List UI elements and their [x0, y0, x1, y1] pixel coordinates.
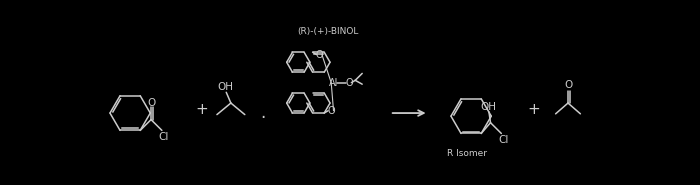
Text: O: O	[345, 78, 353, 88]
Text: Cl: Cl	[158, 132, 169, 142]
Text: +: +	[528, 102, 540, 117]
Text: O: O	[148, 98, 156, 108]
Text: OH: OH	[480, 102, 496, 112]
Text: O: O	[565, 80, 573, 90]
Text: +: +	[196, 102, 209, 117]
Text: (R)-(+)-BINOL: (R)-(+)-BINOL	[297, 27, 358, 36]
Text: OH: OH	[218, 82, 234, 92]
Text: O: O	[316, 50, 323, 60]
Text: Al: Al	[329, 78, 338, 88]
Text: O: O	[328, 106, 335, 116]
Text: Cl: Cl	[498, 135, 509, 145]
Text: .: .	[260, 104, 265, 122]
Text: R Isomer: R Isomer	[447, 149, 487, 158]
